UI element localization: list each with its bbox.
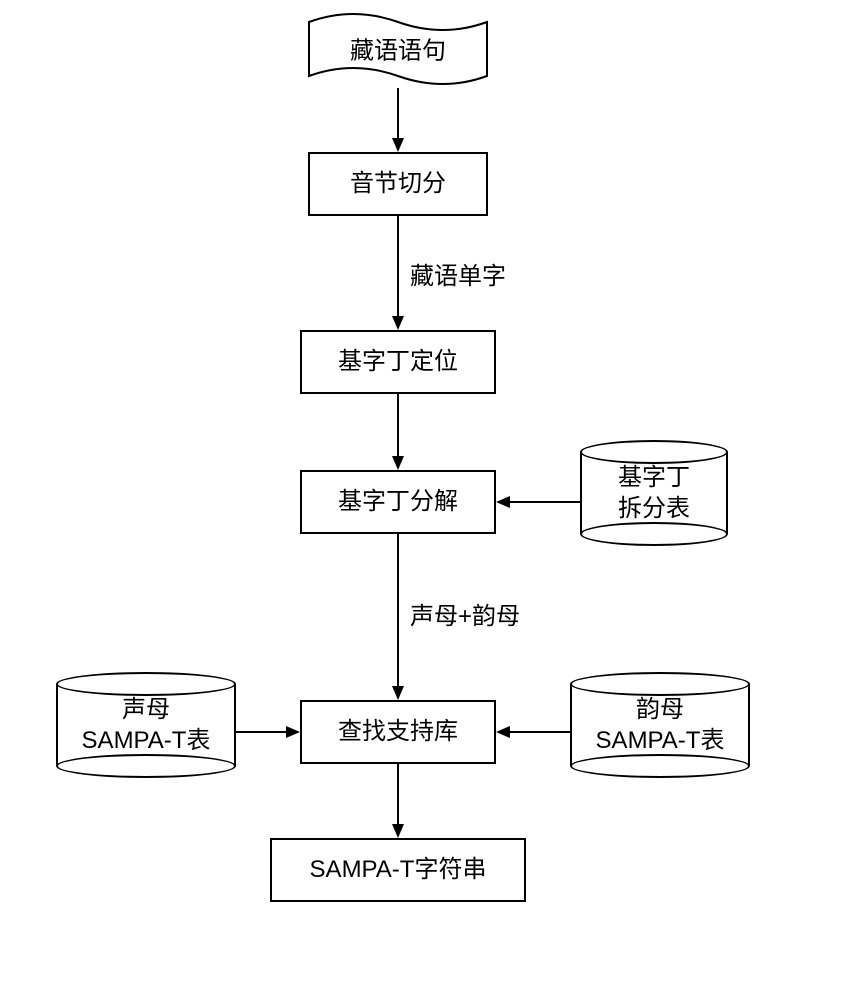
arrow-dbinitial-to-step4: [236, 725, 300, 739]
node-input-label: 藏语语句: [308, 31, 488, 66]
node-db-final-label: 韵母SAMPA-T表: [570, 694, 750, 756]
node-output: SAMPA-T字符串: [270, 838, 526, 902]
arrow-step2-to-step3: [391, 394, 405, 470]
node-db-final: 韵母SAMPA-T表: [570, 672, 750, 778]
node-output-label: SAMPA-T字符串: [310, 854, 487, 885]
arrow-step4-to-output: [391, 764, 405, 838]
node-db-initial: 声母SAMPA-T表: [56, 672, 236, 778]
node-input-document: 藏语语句: [308, 10, 488, 90]
arrow-input-to-step1: [391, 88, 405, 152]
flowchart-diagram: 藏语语句 音节切分 基字丁定位 基字丁分解 基字丁拆分表 查找支持库 声母SAM…: [0, 0, 854, 1000]
node-step1: 音节切分: [308, 152, 488, 216]
arrow-step1-to-step2: [391, 216, 405, 330]
node-step2-label: 基字丁定位: [338, 346, 458, 377]
arrow-step3-to-step4: [391, 534, 405, 700]
node-step4: 查找支持库: [300, 700, 496, 764]
node-db-initial-label: 声母SAMPA-T表: [56, 694, 236, 756]
node-db-split: 基字丁拆分表: [580, 440, 728, 546]
node-step4-label: 查找支持库: [338, 716, 458, 747]
node-step2: 基字丁定位: [300, 330, 496, 394]
edge-label-after-step3: 声母+韵母: [410, 596, 520, 631]
arrow-dbfinal-to-step4: [496, 725, 570, 739]
node-db-split-label: 基字丁拆分表: [580, 462, 728, 524]
node-step3: 基字丁分解: [300, 470, 496, 534]
edge-label-after-step1: 藏语单字: [410, 256, 506, 291]
node-step3-label: 基字丁分解: [338, 486, 458, 517]
node-step1-label: 音节切分: [350, 168, 446, 199]
arrow-dbsplit-to-step3: [496, 495, 580, 509]
